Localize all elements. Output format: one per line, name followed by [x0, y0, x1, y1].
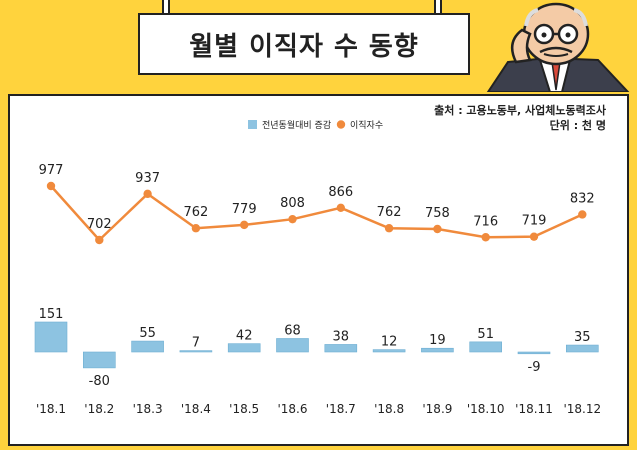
x-tick-label-1: '18.1 [36, 402, 66, 416]
x-tick-label-10: '18.10 [467, 402, 505, 416]
bar-9 [421, 347, 454, 353]
x-tick-label-5: '18.5 [229, 402, 259, 416]
line-value-label-3: 937 [135, 171, 160, 186]
line-value-label-4: 762 [183, 205, 208, 220]
legend-line-marker [336, 120, 346, 129]
line-point-10 [481, 233, 490, 242]
line-value-label-2: 702 [87, 217, 112, 232]
bar-value-label-12: 35 [574, 330, 591, 345]
line-point-9 [433, 224, 442, 234]
line-value-label-12: 832 [570, 191, 595, 206]
line-value-label-10: 716 [473, 214, 498, 229]
line-value-label-5: 779 [232, 202, 257, 217]
source-text: 출처 : 고용노동부, 사업체노동력조사 [434, 103, 607, 117]
bar-value-label-11: -9 [528, 360, 541, 375]
legend-bar-swatch [248, 120, 257, 129]
bar-value-label-9: 19 [429, 333, 446, 348]
x-tick-label-3: '18.3 [133, 402, 163, 416]
line-point-12 [578, 210, 587, 219]
line-point-7 [336, 203, 345, 212]
bar-2 [83, 351, 116, 369]
line-value-label-8: 762 [377, 205, 402, 220]
x-tick-label-7: '18.7 [326, 402, 356, 416]
line-point-8 [384, 224, 394, 233]
bar-value-label-7: 38 [333, 329, 350, 344]
chart-panel [8, 94, 629, 446]
line-value-label-1: 977 [39, 163, 64, 178]
line-point-6 [288, 214, 297, 224]
line-value-label-11: 719 [522, 214, 547, 229]
line-point-5 [240, 220, 249, 230]
bar-4 [179, 350, 213, 353]
legend-bar-label: 전년동월대비 증감 [262, 119, 331, 131]
bar-value-label-4: 7 [192, 336, 200, 351]
line-point-11 [529, 232, 539, 241]
bar-8 [372, 349, 406, 353]
bar-5 [227, 343, 261, 353]
x-tick-label-11: '18.11 [515, 402, 553, 416]
line-point-4 [191, 224, 201, 233]
bar-value-label-1: 151 [39, 307, 64, 322]
unit-text: 단위 : 천 명 [550, 118, 606, 132]
bar-value-label-6: 68 [284, 323, 301, 338]
line-value-label-6: 808 [280, 196, 305, 211]
line-value-label-9: 758 [425, 206, 450, 221]
bar-11 [517, 351, 551, 355]
x-tick-label-12: '18.12 [563, 402, 601, 416]
bar-12 [565, 344, 599, 353]
bar-6 [276, 338, 309, 353]
x-tick-label-2: '18.2 [84, 402, 114, 416]
line-point-3 [143, 189, 152, 199]
bar-value-label-8: 12 [381, 335, 398, 350]
line-value-label-7: 866 [328, 185, 353, 200]
line-point-1 [46, 181, 56, 191]
bar-value-label-10: 51 [477, 327, 494, 342]
x-tick-label-6: '18.6 [277, 402, 307, 416]
legend-line-label: 이직자수 [350, 120, 383, 131]
bar-1 [34, 321, 68, 353]
bar-value-label-5: 42 [236, 329, 253, 344]
x-tick-label-8: '18.8 [374, 402, 404, 416]
bar-3 [131, 340, 164, 353]
x-tick-label-4: '18.4 [181, 402, 211, 416]
bar-10 [469, 341, 503, 353]
line-point-2 [95, 235, 104, 245]
bar-7 [324, 344, 358, 353]
title-box: 월별 이직자 수 동향 [138, 13, 470, 75]
page-title: 월별 이직자 수 동향 [189, 31, 419, 62]
bar-value-label-3: 55 [139, 326, 156, 341]
mascot-illustration [486, 2, 630, 92]
line-series-path [50, 185, 583, 242]
bar-value-label-2: -80 [89, 374, 110, 389]
x-tick-label-9: '18.9 [422, 402, 452, 416]
